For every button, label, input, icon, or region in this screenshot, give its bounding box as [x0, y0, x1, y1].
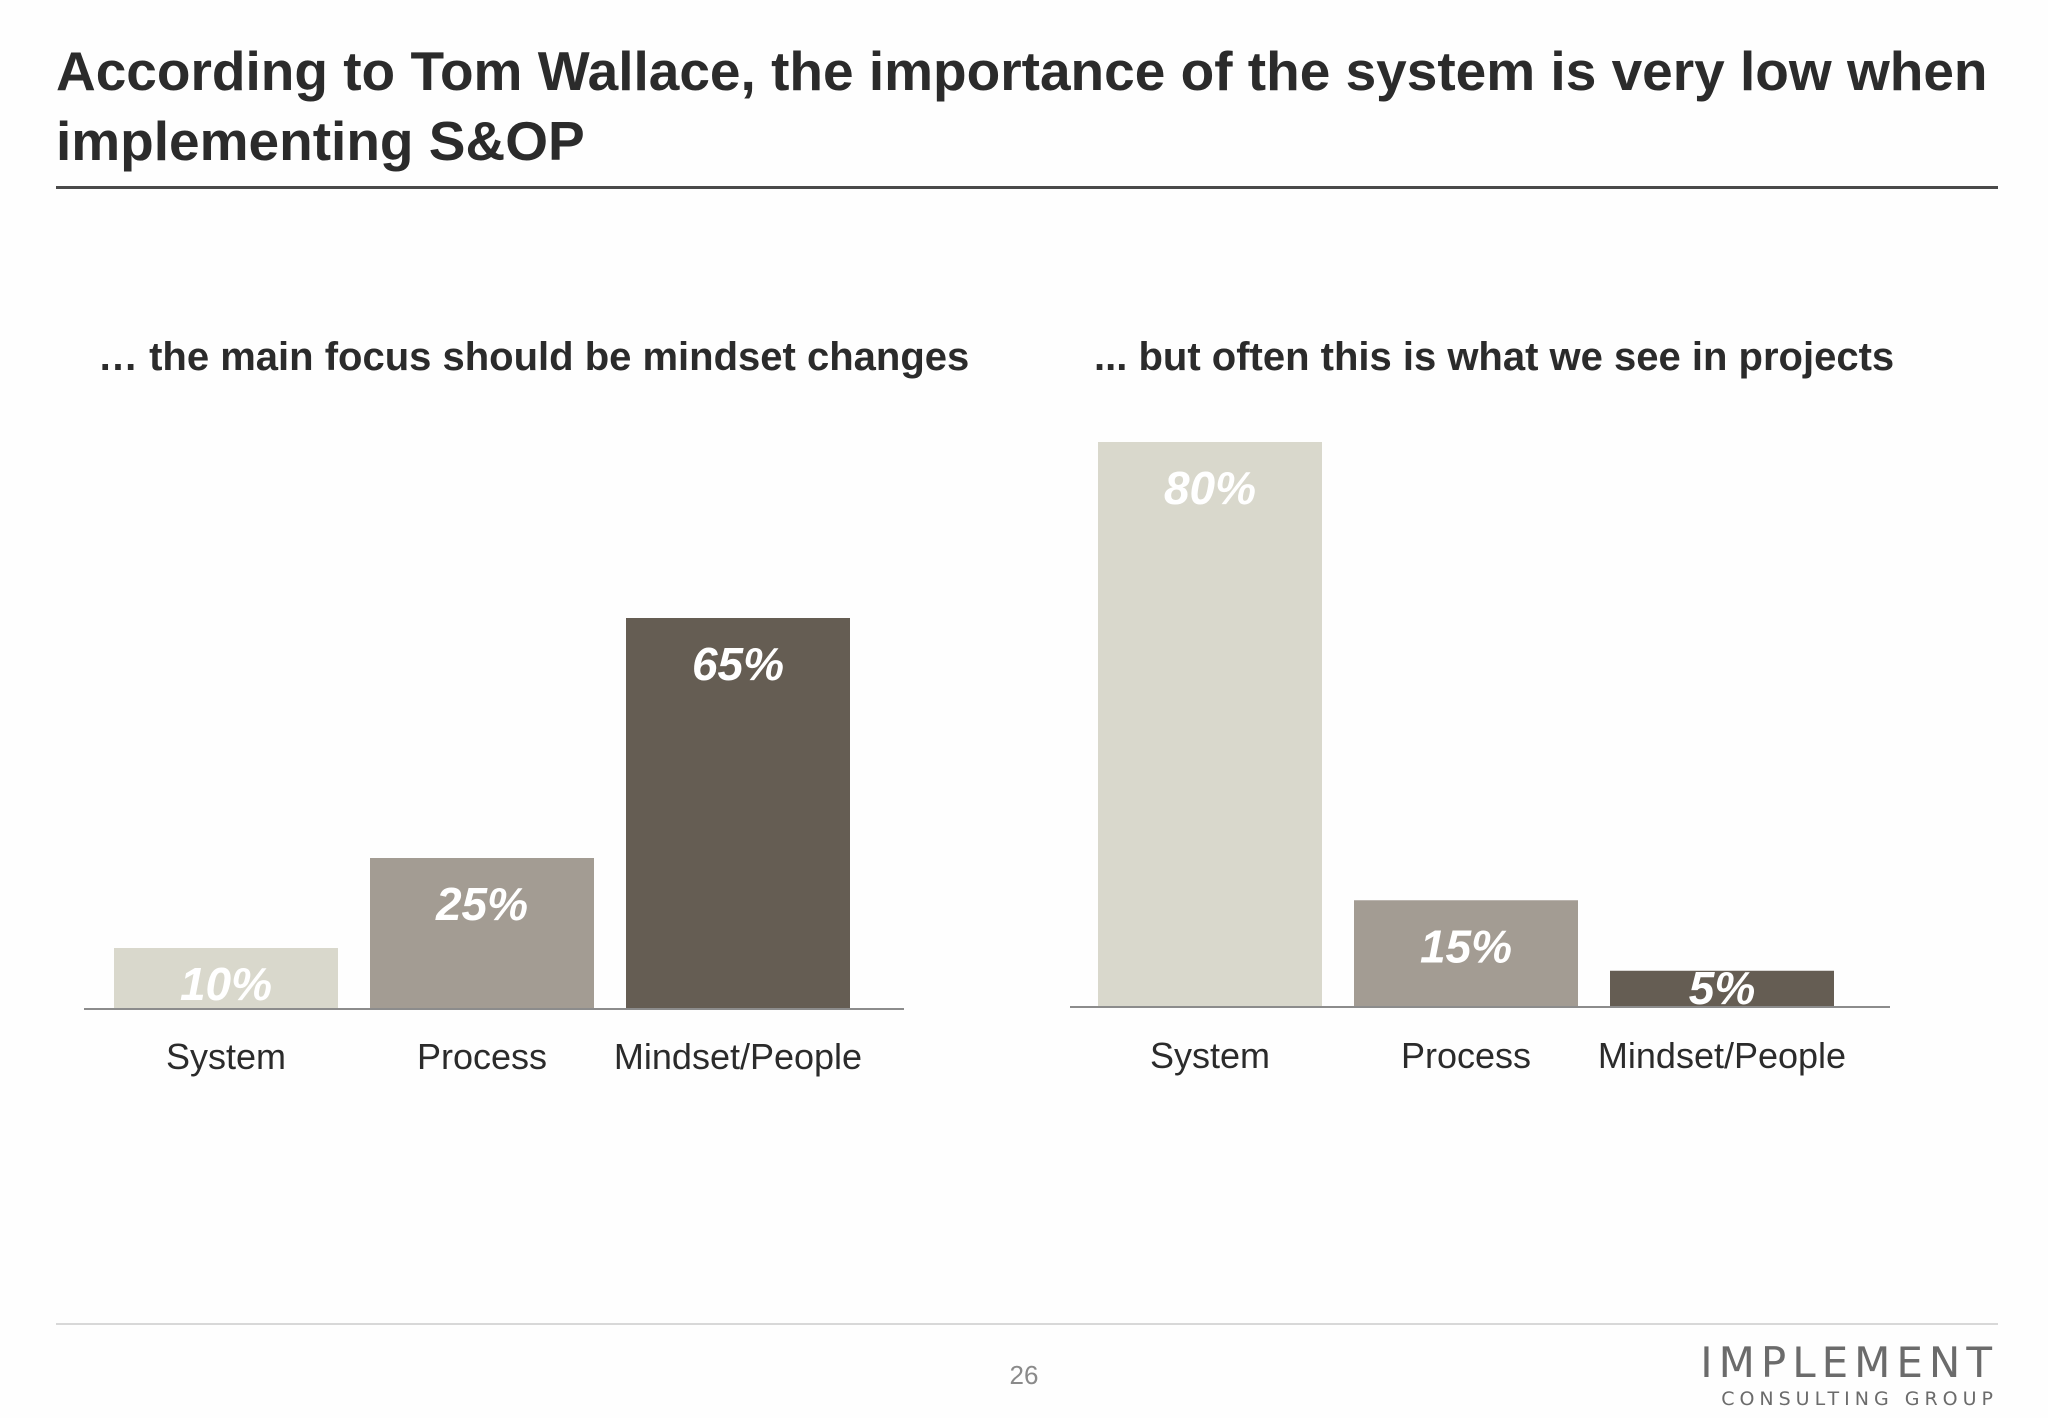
- right-value-label: 15%: [1420, 920, 1512, 972]
- right-bar-chart: 80% System 15% Process 5% Mindset/People: [1070, 442, 1890, 1076]
- right-category-label: Mindset/People: [1598, 1035, 1846, 1076]
- right-category-label: System: [1150, 1035, 1270, 1076]
- right-category-label: Process: [1401, 1035, 1531, 1076]
- slide-title: According to Tom Wallace, the importance…: [56, 40, 1988, 172]
- left-category-label: System: [166, 1036, 286, 1077]
- right-bar-process: [1354, 900, 1578, 1006]
- left-bar-process: [370, 858, 594, 1008]
- right-chart-title: ... but often this is what we see in pro…: [1094, 335, 1895, 379]
- logo-main-text: IMPLEMENT: [1700, 1338, 1998, 1387]
- right-value-label: 5%: [1689, 962, 1755, 1014]
- left-category-label: Process: [417, 1036, 547, 1077]
- right-value-label: 80%: [1164, 462, 1256, 514]
- left-bar-mindset-people: [626, 618, 850, 1008]
- right-bar-mindset-people: [1610, 970, 1834, 1006]
- company-logo: IMPLEMENT CONSULTING GROUP: [1700, 1340, 1998, 1412]
- right-bar-system: [1098, 442, 1322, 1006]
- title-divider: [56, 186, 1998, 189]
- left-value-label: 25%: [435, 878, 528, 930]
- left-value-label: 65%: [692, 638, 784, 690]
- footer-divider: [56, 1323, 1998, 1325]
- page-number: 26: [1009, 1360, 1039, 1390]
- left-category-label: Mindset/People: [614, 1036, 862, 1077]
- left-chart-title: … the main focus should be mindset chang…: [98, 335, 970, 379]
- logo-sub-text: CONSULTING GROUP: [1721, 1388, 1998, 1410]
- left-bar-chart: 10% System 25% Process 65% Mindset/People: [84, 618, 904, 1077]
- left-value-label: 10%: [180, 958, 272, 1010]
- left-bar-system: [114, 948, 338, 1008]
